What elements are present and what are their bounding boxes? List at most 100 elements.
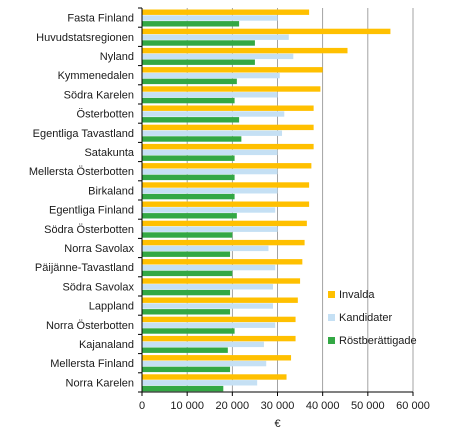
category-label: Södra Savolax [62, 281, 134, 293]
bar-invalda [142, 201, 310, 207]
category-label: Nyland [100, 51, 134, 63]
bar-röstberättigade [142, 289, 231, 296]
bar-invalda [142, 278, 301, 284]
x-tick-labels: 0 10 000 20 000 30 000 40 000 50 000 60 000 [139, 400, 430, 412]
bar-kandidater [142, 380, 258, 386]
bar-invalda [142, 259, 303, 265]
category-label: Norra Savolax [64, 243, 134, 255]
bar-röstberättigade [142, 385, 224, 392]
category-label: Södra Karelen [64, 89, 134, 101]
bar-kandidater [142, 303, 273, 309]
bar-kandidater [142, 207, 276, 213]
legend-label: Röstberättigade [339, 335, 417, 347]
bar-röstberättigade [142, 21, 240, 27]
category-label: Päijänne-Tavastland [35, 262, 134, 274]
bar-invalda [142, 163, 312, 169]
bar-kandidater [142, 53, 294, 60]
bars [142, 9, 391, 392]
bar-invalda [142, 47, 348, 54]
x-tick-label: 30 000 [261, 400, 295, 412]
bar-kandidater [142, 188, 278, 194]
x-tick-label: 0 [139, 400, 145, 412]
bar-kandidater [142, 92, 278, 98]
legend-swatch [328, 314, 335, 321]
category-label: Satakunta [84, 147, 134, 159]
bar-röstberättigade [142, 117, 240, 123]
bar-kandidater [142, 168, 278, 175]
category-label: Österbotten [77, 109, 134, 121]
x-tick-label: 10 000 [170, 400, 204, 412]
bar-invalda [142, 374, 287, 380]
bar-invalda [142, 9, 310, 15]
category-label: Södra Österbotten [44, 224, 134, 236]
bar-invalda [142, 239, 305, 246]
bar-röstberättigade [142, 328, 235, 334]
bar-kandidater [142, 245, 269, 252]
bar-röstberättigade [142, 309, 231, 315]
bar-invalda [142, 105, 314, 111]
bar-röstberättigade [142, 347, 228, 353]
bar-röstberättigade [142, 270, 233, 277]
bar-röstberättigade [142, 232, 233, 238]
bar-invalda [142, 182, 310, 188]
bar-kandidater [142, 130, 283, 136]
bar-röstberättigade [142, 97, 235, 104]
bar-kandidater [142, 15, 278, 21]
category-label: Egentliga Finland [49, 205, 134, 217]
legend-swatch [328, 337, 335, 344]
bar-invalda [142, 124, 314, 131]
category-label: Kajanaland [79, 339, 134, 351]
bar-röstberättigade [142, 174, 235, 181]
x-tick-label: 20 000 [216, 400, 250, 412]
bar-invalda [142, 220, 307, 227]
bar-kandidater [142, 149, 278, 156]
bar-invalda [142, 28, 391, 35]
bar-röstberättigade [142, 59, 255, 65]
category-label: Fasta Finland [67, 13, 134, 25]
bar-invalda [142, 86, 321, 92]
bar-röstberättigade [142, 213, 237, 219]
x-tick-label: 60 000 [396, 400, 430, 412]
bar-kandidater [142, 226, 278, 232]
x-tick-label: 50 000 [351, 400, 385, 412]
category-label: Birkaland [88, 185, 134, 197]
bar-kandidater [142, 284, 273, 290]
category-label: Mellersta Österbotten [29, 166, 134, 178]
category-label: Kymmenedalen [58, 70, 134, 82]
legend-swatch [328, 291, 335, 298]
bar-kandidater [142, 34, 289, 40]
bar-invalda [142, 143, 314, 150]
category-label: Huvudstatsregionen [36, 32, 134, 44]
bar-röstberättigade [142, 136, 242, 142]
x-axis-title: € [274, 418, 280, 430]
bar-kandidater [142, 264, 276, 271]
category-label: Norra Österbotten [46, 320, 134, 332]
bar-invalda [142, 316, 296, 323]
bar-invalda [142, 335, 296, 342]
bar-kandidater [142, 322, 276, 328]
bar-invalda [142, 297, 298, 303]
bar-kandidater [142, 360, 267, 367]
category-label: Mellersta Finland [50, 358, 134, 370]
category-label: Norra Karelen [66, 377, 134, 389]
bar-röstberättigade [142, 193, 235, 200]
bar-kandidater [142, 72, 280, 79]
legend-label: Invalda [339, 289, 375, 301]
bar-kandidater [142, 341, 264, 348]
bar-röstberättigade [142, 155, 235, 161]
axes [138, 7, 414, 396]
category-labels: Fasta Finland Huvudstatsregionen Nyland Kym… [29, 13, 135, 390]
bar-röstberättigade [142, 251, 231, 257]
bar-röstberättigade [142, 366, 231, 373]
bar-röstberättigade [142, 40, 255, 46]
legend: Invalda Kandidater Röstberättigade [328, 289, 417, 347]
bar-röstberättigade [142, 78, 237, 85]
bar-invalda [142, 67, 323, 73]
category-label: Lappland [89, 301, 134, 313]
x-tick-label: 40 000 [306, 400, 340, 412]
legend-label: Kandidater [339, 312, 393, 324]
bar-invalda [142, 355, 292, 361]
category-label: Egentliga Tavastland [33, 128, 134, 140]
bar-kandidater [142, 111, 285, 117]
